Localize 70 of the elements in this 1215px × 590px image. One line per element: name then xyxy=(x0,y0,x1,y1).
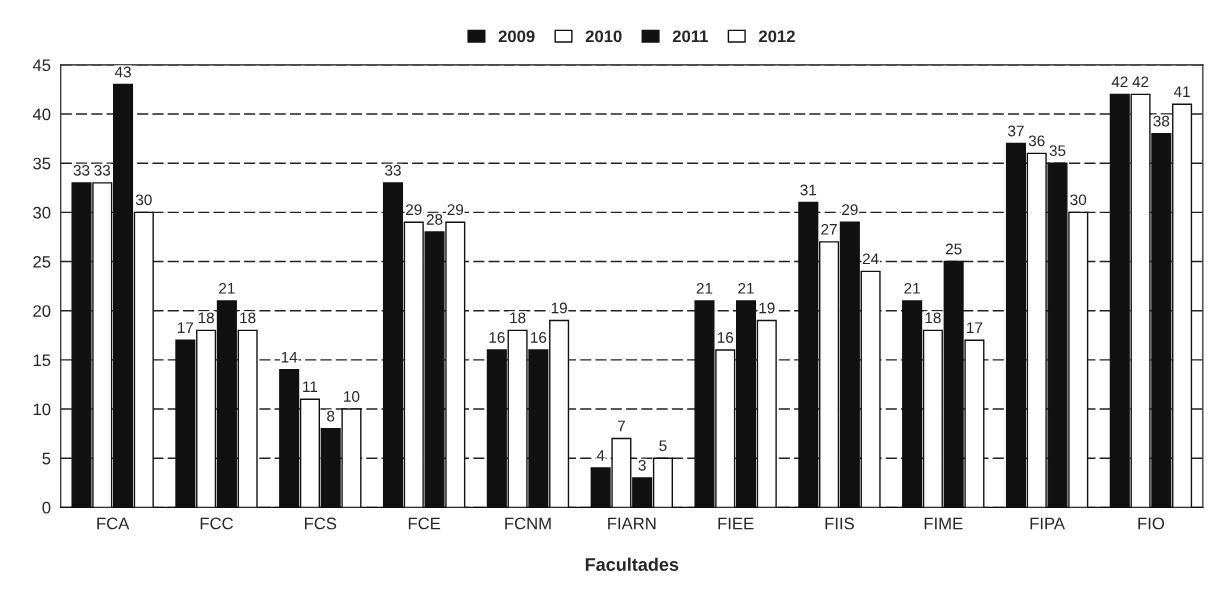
data-label: 38 xyxy=(1153,115,1170,127)
data-label: 21 xyxy=(219,282,235,294)
x-tick-label: FIPA xyxy=(1030,517,1065,530)
y-tick-label: 35 xyxy=(33,157,51,170)
y-tick-label: 30 xyxy=(33,206,51,219)
data-label: 18 xyxy=(925,312,941,324)
x-tick-label: FCC xyxy=(200,517,233,530)
data-label: 3 xyxy=(638,459,646,471)
data-label: 14 xyxy=(281,351,298,363)
data-label: 5 xyxy=(659,440,667,452)
x-tick-label: FIARN xyxy=(608,517,656,530)
legend-label: 2010 xyxy=(585,30,622,43)
data-label: 16 xyxy=(531,332,547,343)
data-label: 10 xyxy=(344,391,360,402)
data-label: 21 xyxy=(904,282,920,294)
y-tick-label: 25 xyxy=(33,255,51,268)
data-label: 24 xyxy=(862,253,879,265)
data-label: 16 xyxy=(489,332,505,343)
data-label: 18 xyxy=(198,312,214,324)
legend-label: 2009 xyxy=(498,30,535,43)
x-tick-label: FCS xyxy=(305,517,337,530)
data-label: 37 xyxy=(1008,125,1024,137)
data-label: 33 xyxy=(385,164,401,176)
data-label: 17 xyxy=(967,322,983,333)
data-label: 4 xyxy=(596,450,605,461)
data-label: 29 xyxy=(447,204,464,216)
x-tick-label: FIIS xyxy=(825,517,854,530)
data-label: 7 xyxy=(617,420,625,432)
x-tick-label: FIME xyxy=(924,517,963,530)
x-tick-label: FIEE xyxy=(718,517,754,530)
data-label: 18 xyxy=(510,312,526,324)
data-label: 21 xyxy=(696,282,713,294)
data-label: 33 xyxy=(94,164,111,176)
data-label: 16 xyxy=(717,332,734,343)
data-label: 36 xyxy=(1028,135,1045,147)
data-label: 8 xyxy=(327,410,335,422)
data-label: 11 xyxy=(303,381,318,392)
data-label: 17 xyxy=(178,322,194,333)
x-tick-label: FCA xyxy=(97,517,130,530)
data-label: 30 xyxy=(135,194,152,206)
data-label: 28 xyxy=(426,214,443,225)
x-axis-title: Facultades xyxy=(585,557,679,571)
y-tick-label: 10 xyxy=(33,403,51,416)
data-label: 25 xyxy=(945,243,962,255)
y-tick-label: 20 xyxy=(33,305,51,317)
data-label: 41 xyxy=(1173,86,1190,97)
y-tick-label: 45 xyxy=(32,59,51,72)
data-label: 43 xyxy=(114,66,131,78)
data-label: 33 xyxy=(73,164,90,176)
data-label: 30 xyxy=(1070,194,1087,206)
data-label: 18 xyxy=(240,312,256,324)
data-label: 42 xyxy=(1132,76,1149,88)
y-tick-label: 5 xyxy=(42,452,51,465)
data-label: 27 xyxy=(821,223,837,235)
data-label: 19 xyxy=(759,302,775,314)
y-tick-label: 0 xyxy=(42,501,51,514)
legend-label: 2011 xyxy=(672,30,708,43)
data-label: 21 xyxy=(738,282,754,294)
data-label: 19 xyxy=(551,302,567,314)
y-tick-label: 15 xyxy=(33,354,51,367)
data-label: 31 xyxy=(800,184,817,196)
y-tick-label: 40 xyxy=(32,108,51,121)
data-label: 42 xyxy=(1111,76,1128,88)
x-tick-label: FCNM xyxy=(505,517,551,530)
data-label: 29 xyxy=(842,204,858,216)
data-label: 29 xyxy=(406,204,422,216)
x-tick-label: FIO xyxy=(1138,517,1165,530)
legend-label: 2012 xyxy=(758,30,795,43)
data-label: 35 xyxy=(1049,145,1066,157)
x-tick-label: FCE xyxy=(408,517,441,530)
